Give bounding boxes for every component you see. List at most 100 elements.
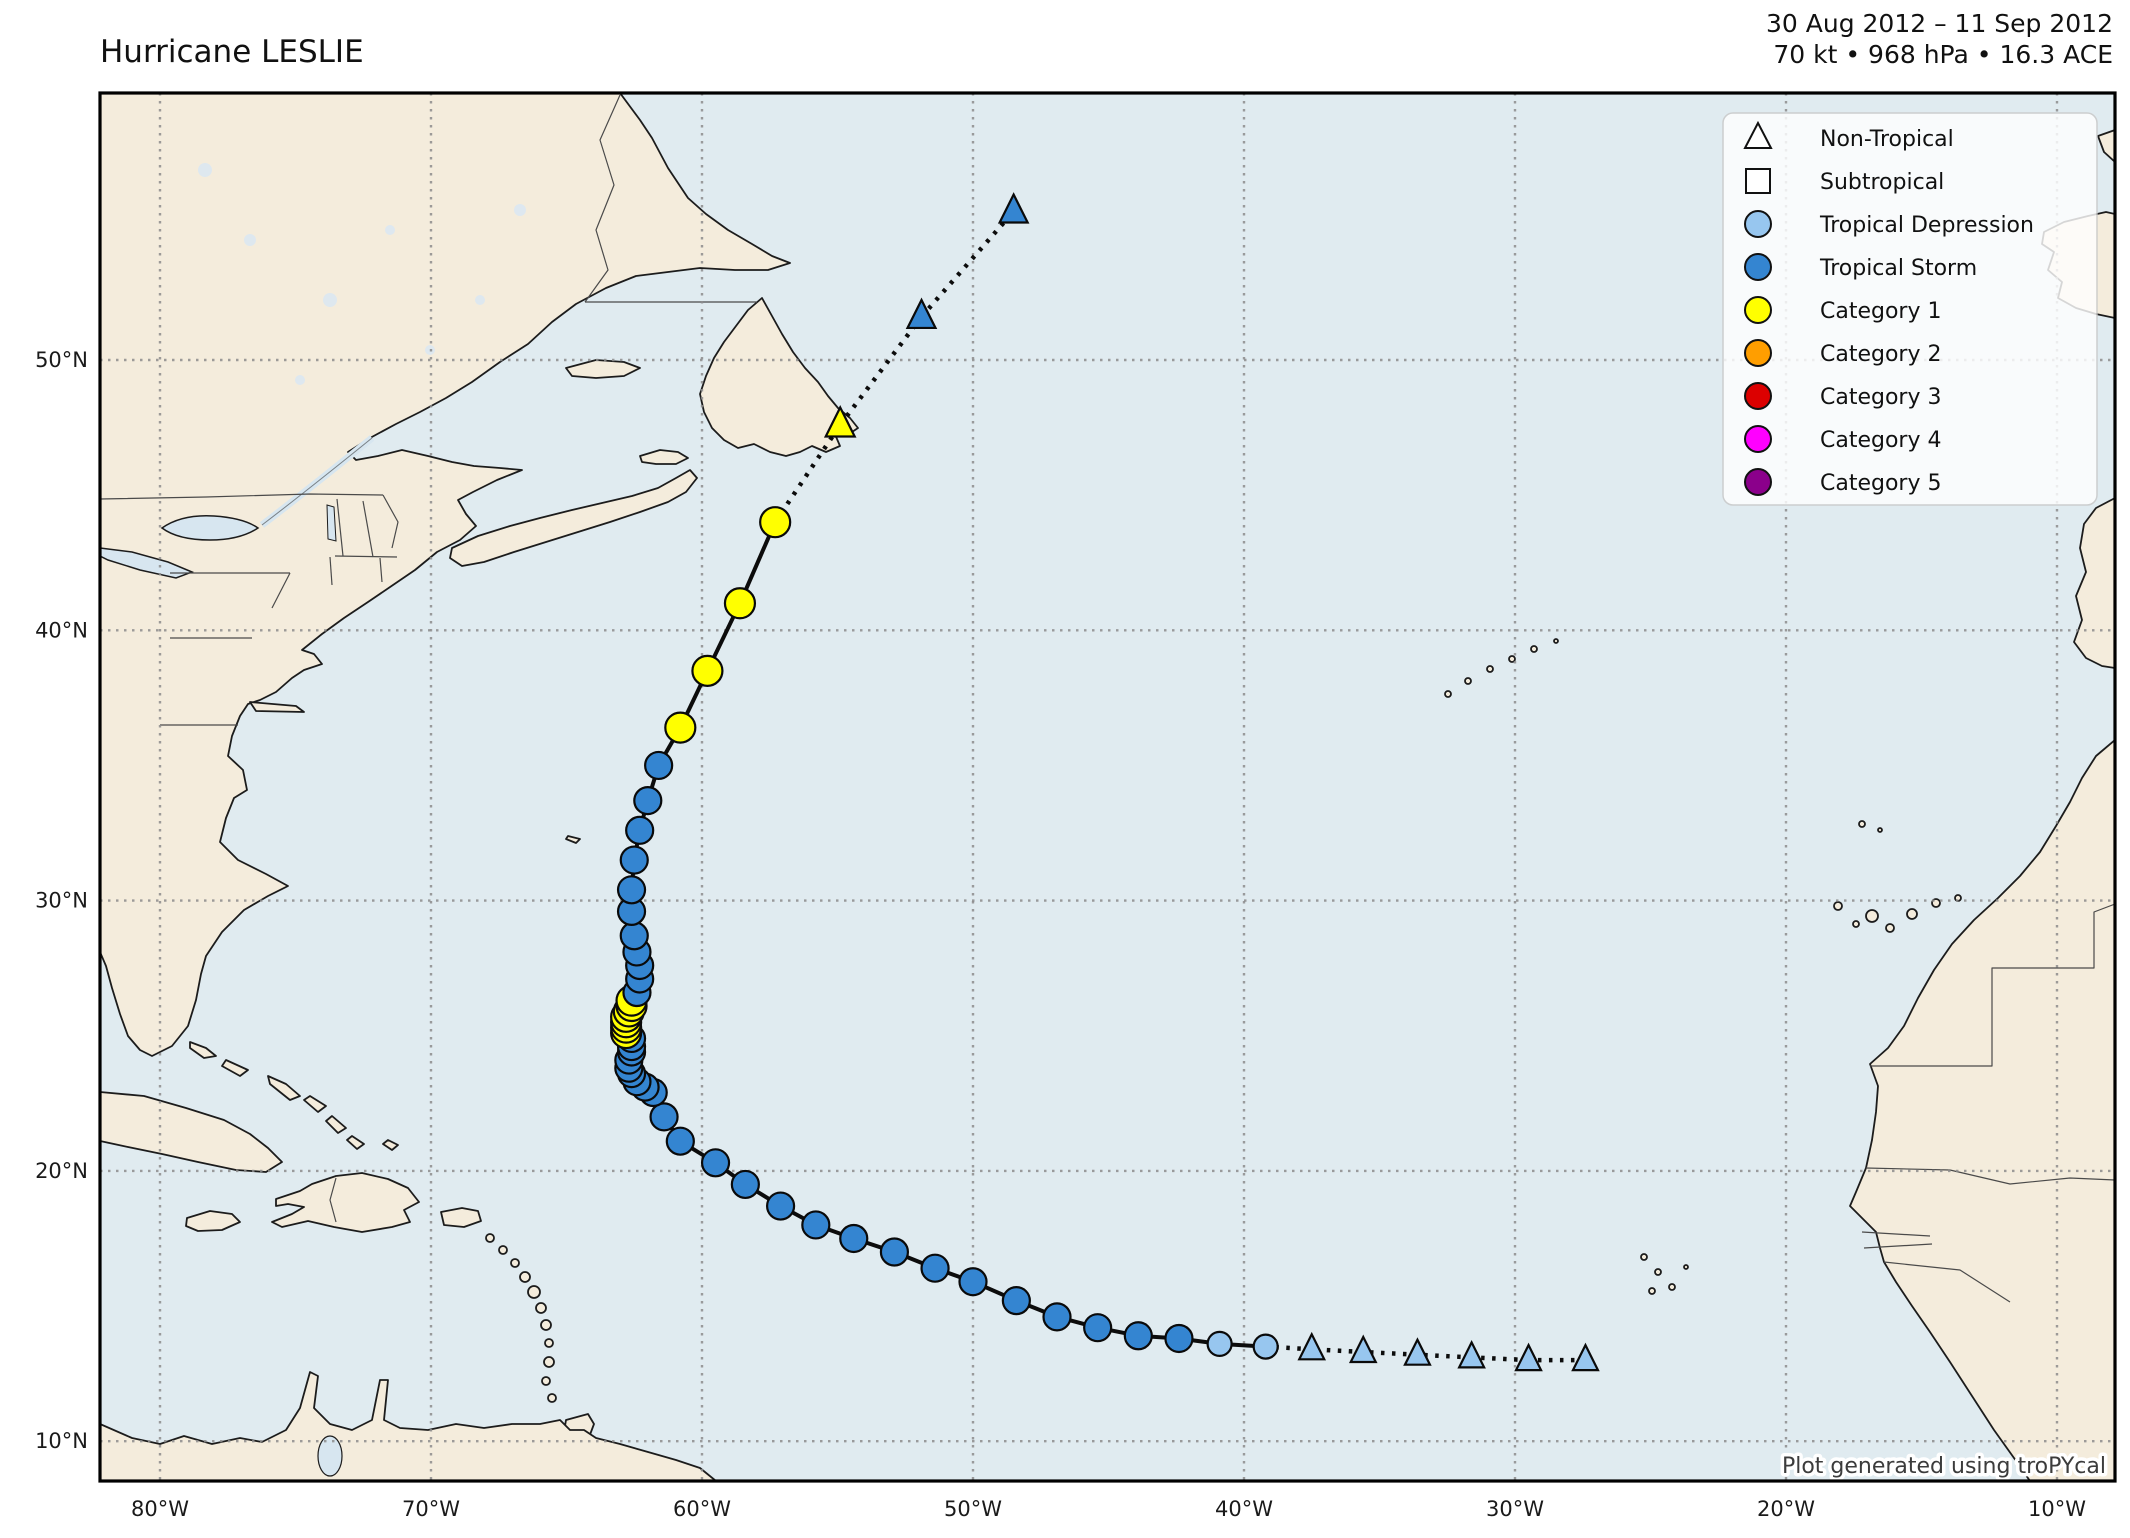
track-point-c1 (759, 506, 792, 539)
track-point-ts (879, 1237, 910, 1267)
track-point-ts (649, 1102, 679, 1132)
legend-item-label: Category 1 (1820, 299, 1941, 324)
track-point-ts (1164, 1323, 1194, 1354)
attribution: Plot generated using troPYcal (1782, 1454, 2106, 1479)
track-point-nontropical (1514, 1342, 1543, 1372)
land-bermuda (565, 835, 581, 844)
category-marker-icon (1744, 425, 1772, 453)
lat-tick-label: 10°N (35, 1429, 88, 1453)
track-point-ts (730, 1169, 760, 1200)
lat-tick-label: 40°N (35, 618, 88, 642)
track-point-ts (619, 845, 649, 875)
land-africa (1849, 739, 2115, 1481)
track-point-nontropical (1403, 1337, 1432, 1366)
track-point-td (1252, 1333, 1279, 1360)
track-point-ts (700, 1148, 731, 1178)
track-point-ts (801, 1210, 831, 1240)
track-segment-dotted (1265, 1344, 1312, 1352)
land-britain-tip (2097, 129, 2115, 163)
track-point-nontropical (1348, 1334, 1378, 1364)
lat-tick-label: 20°N (35, 1159, 88, 1183)
land-hispaniola (271, 1172, 420, 1233)
track-point-ts (765, 1191, 796, 1221)
land-azores (1444, 638, 1559, 698)
track-point-ts (839, 1223, 869, 1254)
track-point-ts (625, 815, 655, 845)
land-bahamas (189, 1041, 399, 1151)
legend-box (1722, 112, 2098, 506)
legend-item-non-tropical: Non-Tropical (1743, 120, 1954, 152)
track-segment-dotted (1363, 1349, 1418, 1357)
land-cuba (100, 1091, 283, 1173)
track-point-ts (1001, 1286, 1031, 1316)
track-point-ts (1042, 1302, 1072, 1332)
track-segment-dotted (919, 209, 1016, 319)
track-point-nontropical (997, 192, 1030, 224)
track-segment-dotted (1417, 1352, 1472, 1360)
land-iberia (2073, 497, 2115, 669)
land-jamaica (185, 1210, 241, 1232)
track-point-c1 (691, 654, 724, 687)
legend-item-label: Subtropical (1820, 170, 1944, 195)
page-title: Hurricane LESLIE (100, 34, 364, 70)
legend-item-tropical-depression: Tropical Depression (1744, 210, 2034, 238)
lon-tick-label: 20°W (1757, 1497, 1815, 1521)
legend-item-label: Non-Tropical (1820, 127, 1954, 152)
land-south-america (100, 1371, 717, 1481)
land-anticosti (565, 359, 641, 379)
land-newfoundland (699, 297, 859, 457)
lon-tick-label: 60°W (673, 1497, 731, 1521)
track-segment-dotted (1471, 1355, 1529, 1363)
track-point-ts (619, 921, 649, 951)
lon-tick-label: 50°W (944, 1497, 1002, 1521)
lon-tick-label: 10°W (2028, 1497, 2086, 1521)
legend-item-label: Category 3 (1820, 385, 1941, 410)
lon-tick-label: 30°W (1486, 1497, 1544, 1521)
land-puerto-rico (440, 1207, 482, 1228)
longitude-axis: 80°W 70°W 60°W 50°W 40°W 30°W 20°W 10°W (131, 1497, 2086, 1521)
legend-item-category-2: Category 2 (1744, 339, 1941, 367)
land-pei (639, 449, 689, 465)
lakes (100, 163, 526, 1477)
category-marker-icon (1744, 468, 1772, 496)
track-point-ts (616, 875, 647, 905)
track-point-ts (1083, 1313, 1113, 1343)
political-borders (100, 94, 2115, 1303)
track-point-nontropical (1457, 1339, 1486, 1369)
legend-item-subtropical: Subtropical (1745, 168, 1944, 195)
storm-track (610, 192, 1600, 1372)
land-north-america (100, 93, 791, 1057)
lat-tick-label: 50°N (35, 348, 88, 372)
legend: Non-Tropical Subtropical Tropical Depressi… (1722, 112, 2098, 506)
latitude-axis: 10°N 20°N 30°N 40°N 50°N (35, 348, 88, 1453)
track-point-ts (1123, 1321, 1153, 1351)
track-point-nontropical (1297, 1331, 1327, 1361)
lon-tick-label: 40°W (1215, 1497, 1273, 1521)
lat-tick-label: 30°N (35, 889, 88, 913)
legend-item-label: Category 5 (1820, 471, 1941, 496)
landmasses (100, 93, 2115, 1481)
category-marker-icon (1744, 210, 1772, 238)
legend-item-label: Tropical Depression (1819, 213, 2034, 238)
category-marker-icon (1744, 339, 1772, 367)
legend-item-category-1: Category 1 (1744, 296, 1941, 324)
track-point-td (1206, 1330, 1233, 1357)
legend-item-label: Tropical Storm (1819, 256, 1977, 281)
land-nova-scotia (449, 469, 698, 567)
storm-stats: 70 kt • 968 hPa • 16.3 ACE (1773, 40, 2113, 69)
land-cape-verde (1640, 1253, 1689, 1295)
category-marker-icon (1744, 382, 1772, 410)
non-tropical-marker-icon (1743, 120, 1773, 149)
lon-tick-label: 80°W (131, 1497, 189, 1521)
category-marker-icon (1744, 296, 1772, 324)
storm-date-range: 30 Aug 2012 – 11 Sep 2012 (1766, 9, 2113, 38)
legend-item-category-3: Category 3 (1744, 382, 1941, 410)
map-frame (98, 91, 2117, 1483)
track-point-nontropical (905, 297, 938, 330)
track-segment-dotted (838, 315, 924, 427)
category-marker-icon (1744, 253, 1772, 281)
track-point-ts (633, 785, 663, 816)
legend-item-label: Category 4 (1820, 428, 1941, 453)
